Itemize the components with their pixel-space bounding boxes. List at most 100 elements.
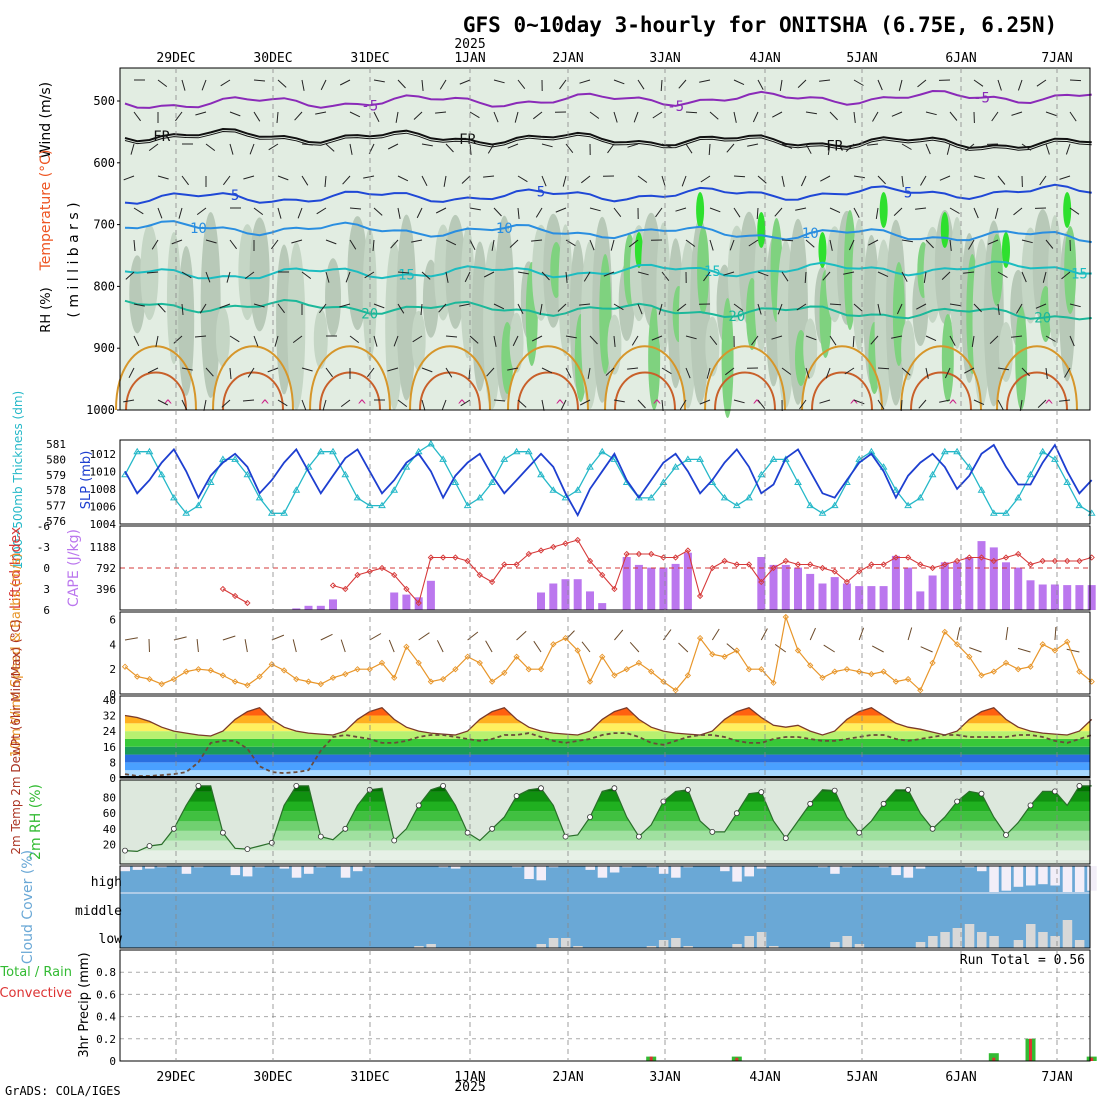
wind-barb	[1036, 79, 1047, 87]
lifted-index-point	[599, 571, 606, 579]
upper-axis-title-pressure: ( m i l l i b a r s )	[66, 202, 82, 317]
wind-barb	[804, 271, 807, 284]
isotherm-line	[124, 183, 1092, 205]
rh-point	[293, 783, 300, 789]
cape-bar	[867, 586, 876, 610]
wind-speed-point	[488, 678, 496, 685]
temp-tick-label: 32	[103, 710, 116, 723]
cape-bar	[1002, 562, 1010, 610]
thickness-point	[1038, 447, 1047, 455]
cloud-high-bar	[524, 866, 534, 879]
wind-barb	[325, 271, 330, 283]
thickness-point	[586, 463, 594, 470]
wind-barb	[559, 79, 567, 90]
pressure-tick-label: 1000	[86, 403, 115, 417]
cloud-high-bar	[450, 866, 461, 869]
cloud-low-bar	[1050, 936, 1060, 948]
wind-barb	[751, 335, 759, 346]
wind-barb	[301, 79, 305, 91]
wind-barb	[340, 399, 351, 408]
warm-isotherm	[811, 371, 873, 411]
wind-10m-barb	[760, 628, 768, 641]
wind-barb	[514, 111, 519, 123]
wind-barb	[870, 335, 879, 345]
wind-barb	[917, 79, 927, 88]
lifted-index-point	[415, 599, 422, 607]
thickness-point	[341, 470, 350, 478]
lifted-index-point	[464, 557, 471, 565]
wind-barb	[944, 367, 951, 379]
rh-shading-moist	[941, 314, 954, 402]
cape-bar	[622, 557, 631, 610]
rh-band	[125, 830, 1090, 841]
wind-10m-barb	[711, 628, 720, 641]
cloud-low-bar	[1013, 940, 1024, 948]
date-label-bottom: 5JAN	[846, 1070, 877, 1085]
cape-bar	[304, 605, 313, 610]
wind-10m-barb	[1066, 648, 1080, 653]
wind-barb	[781, 367, 792, 375]
cloud-low-bar	[414, 946, 424, 948]
lifted-index-point	[427, 554, 435, 561]
isotherm-label-hot: ^	[556, 398, 564, 414]
wind-barb	[949, 335, 956, 346]
wind-tick-label: 6	[109, 613, 116, 626]
lifted-index-tick-label: 0	[43, 562, 50, 575]
wind-barb	[891, 111, 903, 117]
wind-barb	[797, 79, 807, 88]
wind-barb	[253, 303, 265, 308]
wind-barb	[130, 143, 135, 155]
wind-barb	[128, 367, 135, 379]
rh-point	[195, 783, 202, 789]
date-label-top: 5JAN	[846, 51, 877, 66]
wind-barb	[487, 143, 495, 154]
wind-barb	[438, 303, 447, 313]
wind-barb	[853, 399, 865, 405]
thickness-tick-label: 578	[46, 484, 66, 497]
wind-barb	[661, 175, 666, 187]
warm-isotherm	[419, 371, 481, 411]
wind-barb	[541, 367, 553, 374]
wind-barb	[971, 335, 975, 347]
wind-barb	[199, 303, 207, 314]
wind-barb	[181, 367, 193, 371]
thickness-point	[830, 501, 839, 509]
wind-speed-point	[843, 666, 851, 673]
cloud-high-bar	[609, 866, 620, 873]
cape-bar	[769, 564, 778, 610]
lifted-index-point	[1064, 557, 1071, 565]
wind-barb	[220, 79, 231, 87]
lifted-index-tick-label: -6	[37, 520, 50, 533]
wind-barb	[658, 303, 663, 315]
rh-shading	[999, 322, 1013, 383]
rh-shading-saturated	[940, 212, 949, 248]
isotherm-label: 5	[904, 186, 912, 202]
wind-barb	[829, 303, 842, 306]
year-label-bottom: 2025	[454, 1080, 485, 1095]
rh-shading-saturated	[1063, 192, 1072, 228]
wind-speed-point	[342, 670, 349, 678]
wind-speed-point	[684, 672, 692, 679]
lifted-index-point	[1002, 554, 1010, 561]
precip-convective-bar	[1029, 1038, 1032, 1061]
wind-barb	[421, 175, 428, 187]
wind-barb	[968, 239, 975, 250]
cape-bar	[402, 594, 411, 610]
rh-shading	[641, 212, 662, 327]
wind-barb	[829, 335, 837, 346]
cloud-high-bar	[353, 866, 363, 872]
wind-barb	[877, 303, 881, 315]
wind-barb	[805, 239, 815, 248]
rh-shading	[287, 241, 306, 410]
wind-barb	[613, 79, 625, 85]
wind-barb	[925, 335, 937, 342]
lifted-index-tick-label: 3	[43, 583, 50, 596]
thickness-point	[781, 455, 790, 462]
wind-speed-point	[758, 666, 765, 673]
wind-barb	[852, 335, 855, 348]
wind-barb	[364, 271, 375, 279]
wind-barb	[507, 143, 519, 149]
wind-barb	[752, 111, 759, 123]
cloud-low-bar	[548, 938, 559, 948]
upper-axis-title-rh: RH (%)	[39, 287, 54, 332]
